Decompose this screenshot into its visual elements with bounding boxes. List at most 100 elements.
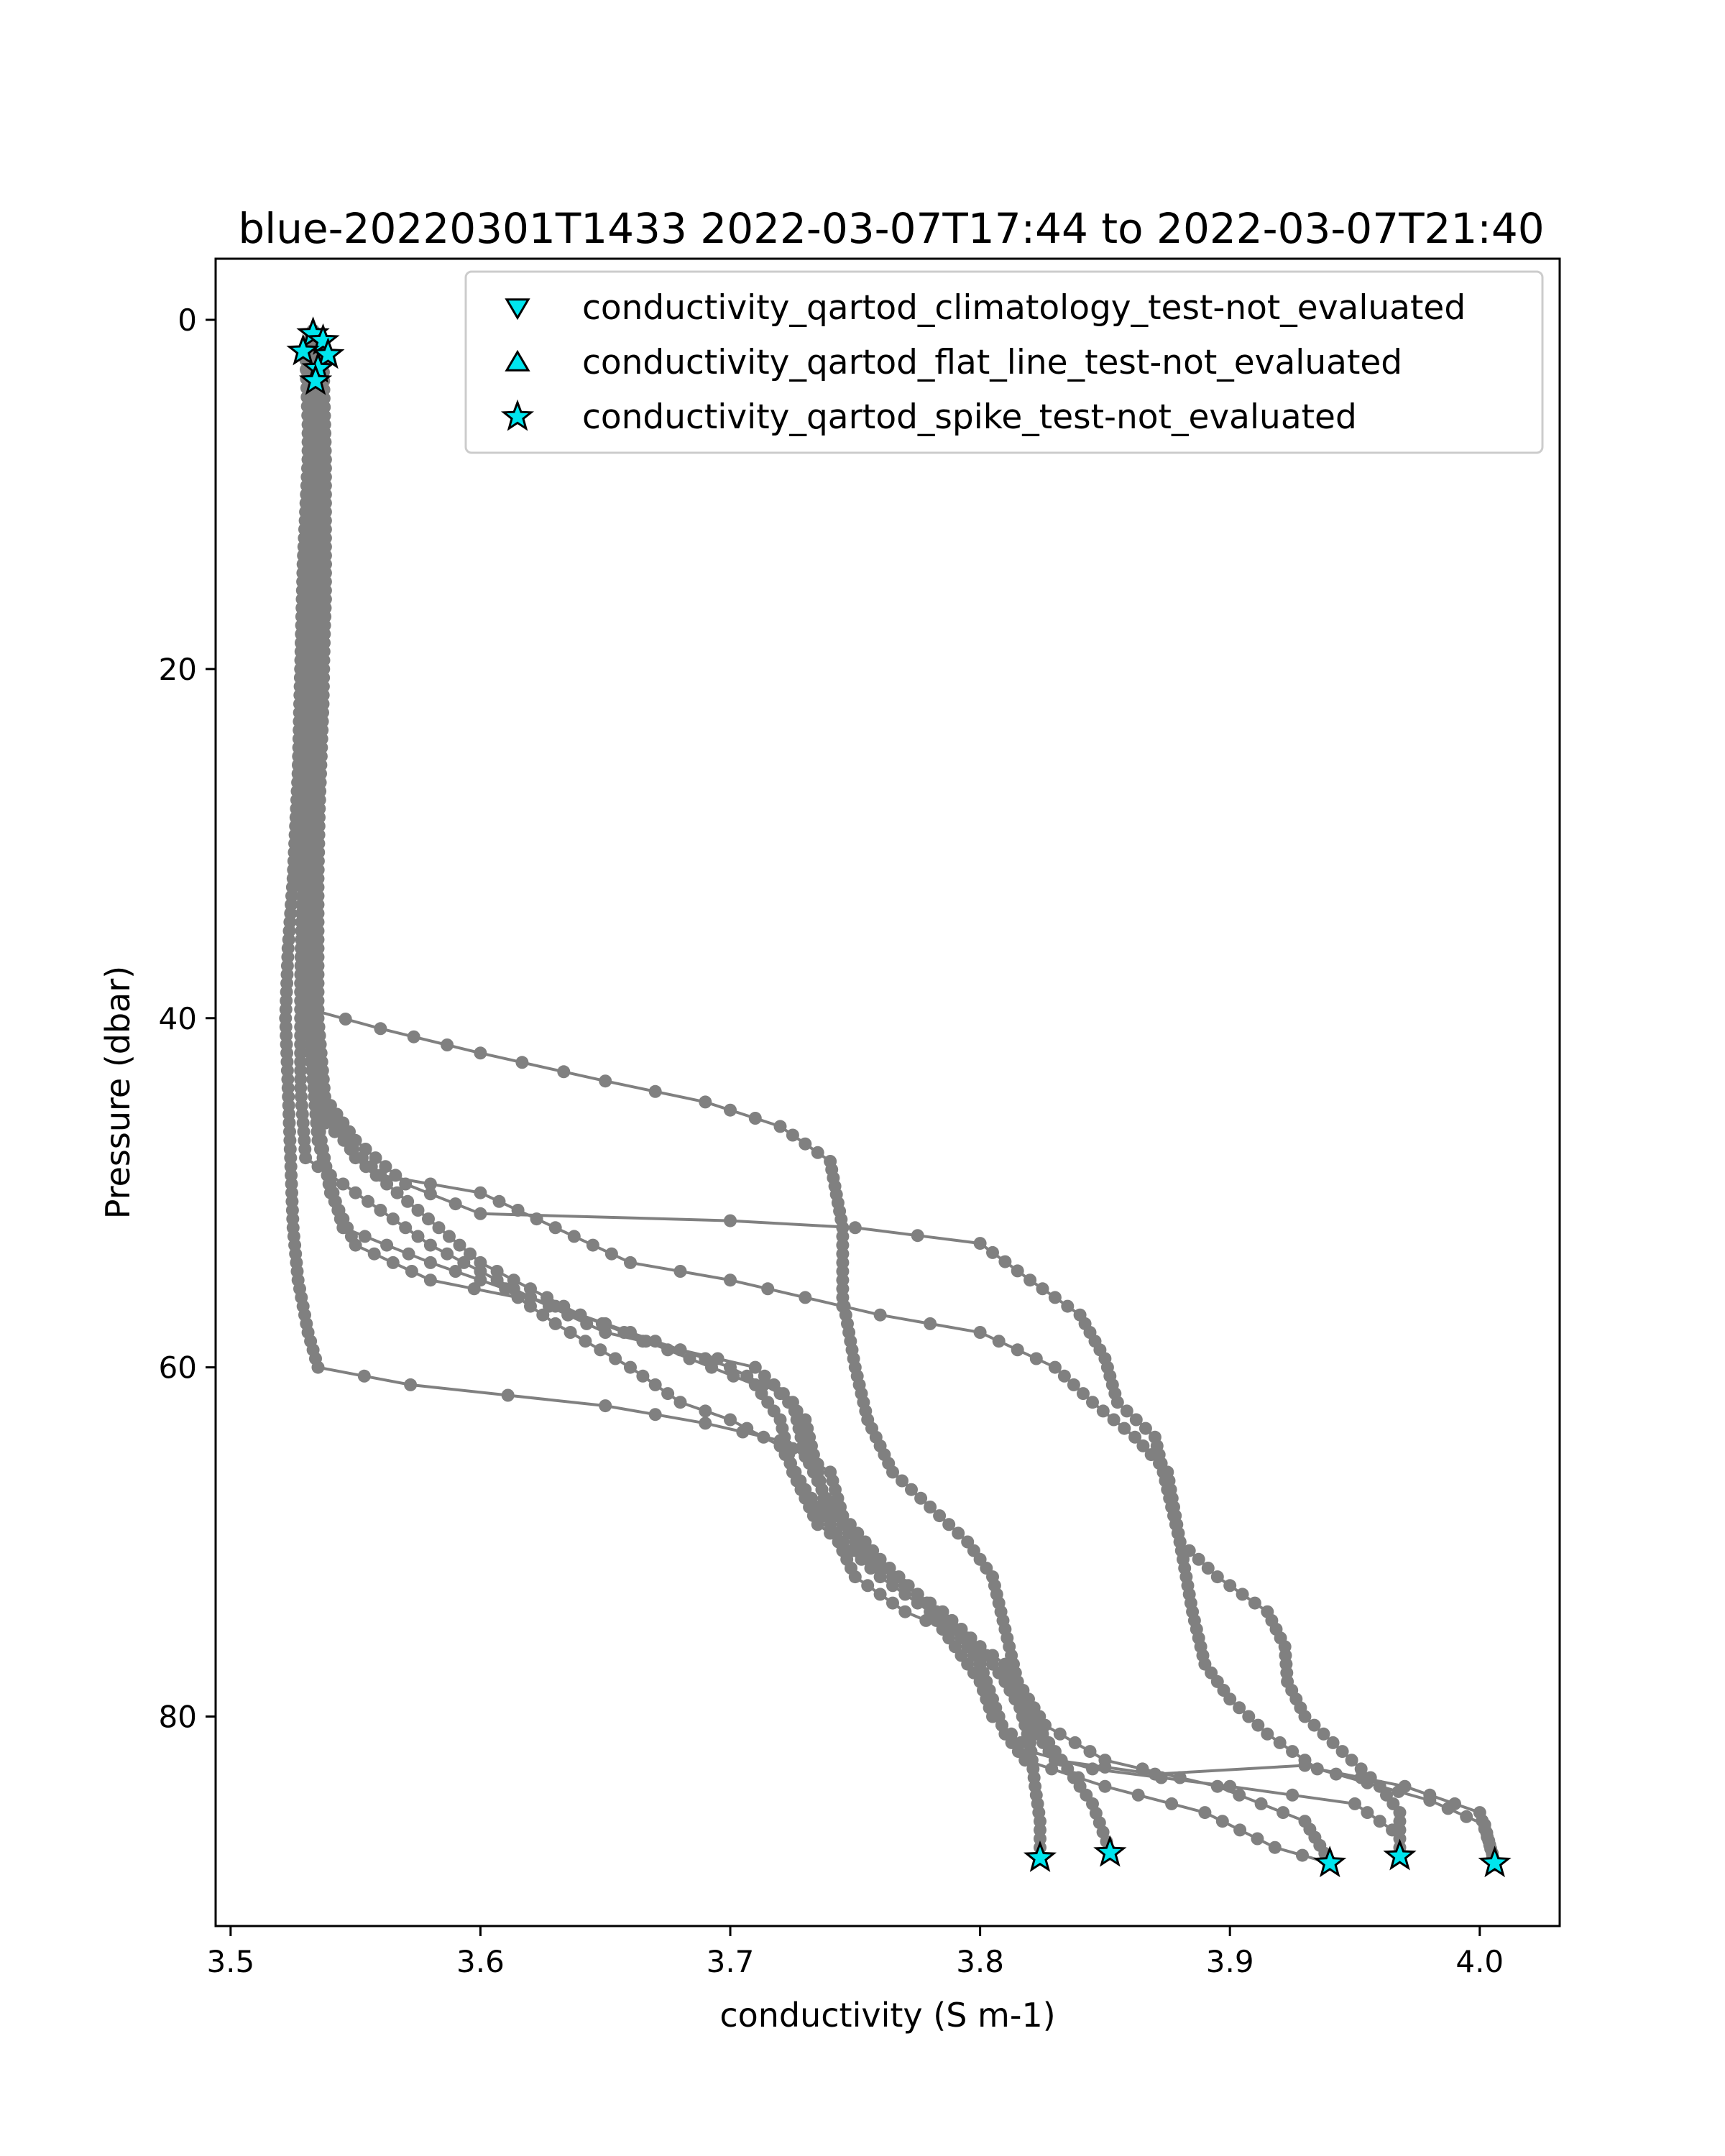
plot-area: [216, 259, 1560, 1926]
profile-point: [301, 409, 315, 422]
profile-point: [758, 1369, 771, 1383]
profile-point: [1248, 1596, 1261, 1610]
profile-point: [362, 1194, 374, 1208]
profile-point: [873, 1588, 887, 1601]
profile-point: [1120, 1404, 1133, 1418]
profile-point: [1276, 1806, 1290, 1820]
profile-point: [358, 1230, 372, 1243]
profile-point: [1273, 1736, 1287, 1749]
profile-point: [1251, 1832, 1264, 1846]
profile-point: [380, 1238, 394, 1252]
profile-point: [422, 1212, 435, 1226]
profile-point: [1298, 1759, 1312, 1772]
profile-point: [524, 1282, 537, 1296]
profile-point: [374, 1022, 387, 1036]
profile-point: [1233, 1701, 1246, 1715]
profile-point: [407, 1030, 420, 1044]
profile-point: [1144, 1448, 1158, 1462]
profile-point: [905, 1483, 918, 1496]
profile-point: [911, 1229, 924, 1243]
flag-star-marker: [1383, 1838, 1417, 1871]
profile-point: [761, 1282, 775, 1296]
profile-point: [973, 1237, 987, 1250]
profile-point: [1067, 1378, 1080, 1391]
profile-point: [1045, 1762, 1059, 1776]
profile-point: [423, 1187, 437, 1201]
profile-point: [1110, 1396, 1124, 1409]
profile-point: [524, 1299, 537, 1313]
profile-point: [404, 1378, 418, 1391]
y-axis-label: Pressure (dbar): [98, 966, 137, 1219]
profile-point: [1215, 1815, 1229, 1828]
profile-point: [864, 1562, 878, 1575]
y-tick-label: 20: [159, 652, 197, 687]
profile-point: [564, 1326, 577, 1339]
profile-point: [467, 1282, 481, 1296]
profile-point: [624, 1360, 637, 1374]
profile-point: [1386, 1797, 1400, 1810]
profile-point: [490, 1265, 504, 1278]
legend-label: conductivity_qartod_flat_line_test-not_e…: [582, 343, 1402, 382]
y-tick-label: 60: [159, 1350, 197, 1386]
profile-point: [952, 1526, 965, 1540]
profile-point: [986, 1710, 999, 1723]
profile-point: [507, 1273, 520, 1287]
profile-point: [1154, 1771, 1168, 1784]
profile-point: [474, 1046, 487, 1060]
profile-point: [748, 1112, 762, 1125]
profile-point: [776, 1387, 790, 1401]
profile-point: [336, 1177, 350, 1191]
profile-point: [1460, 1810, 1473, 1823]
profile-point: [727, 1369, 740, 1383]
profile-point: [1233, 1823, 1247, 1837]
profile-point: [349, 1238, 362, 1252]
profile-point: [1251, 1718, 1265, 1732]
profile-point: [998, 1255, 1012, 1268]
profile-point: [511, 1291, 525, 1304]
profile-point: [886, 1596, 899, 1610]
profile-point: [1096, 1404, 1110, 1418]
profile-point: [599, 1399, 612, 1413]
profile-point: [986, 1245, 999, 1259]
profile-point: [639, 1335, 653, 1348]
legend-label: conductivity_qartod_climatology_test-not…: [582, 288, 1466, 328]
profile-point: [1296, 1848, 1309, 1862]
profile-point: [799, 1291, 812, 1304]
profile-point: [1136, 1439, 1150, 1452]
profile-point: [1077, 1387, 1090, 1401]
profile-point: [501, 1388, 515, 1402]
profile-point: [648, 1378, 662, 1391]
profile-point: [474, 1256, 487, 1269]
profile-point: [1029, 1352, 1043, 1365]
profile-point: [1335, 1745, 1349, 1759]
profile-point: [349, 1186, 362, 1199]
profile-point: [386, 1256, 400, 1269]
profile-point: [474, 1207, 487, 1220]
y-axis: 0 20 40 60 80: [159, 303, 216, 1734]
profile-6: [294, 344, 1501, 1871]
profile-point: [845, 1544, 859, 1557]
profile-point: [1307, 1718, 1321, 1732]
profile-point: [1223, 1779, 1237, 1793]
profile-point: [848, 1221, 862, 1235]
flag-star-marker: [298, 363, 333, 395]
profile-point: [873, 1570, 887, 1584]
profile-point: [349, 1151, 362, 1165]
profile-point: [1326, 1736, 1340, 1749]
chart-title: blue-20220301T1433 2022-03-07T17:44 to 2…: [238, 204, 1544, 253]
x-tick-label: 3.6: [456, 1944, 505, 1979]
profile-point: [661, 1343, 675, 1357]
profile-point: [374, 1204, 387, 1217]
profile-point: [1373, 1815, 1386, 1828]
profile-point: [1165, 1797, 1179, 1810]
profile-point: [386, 1212, 400, 1226]
profile-point: [799, 1137, 812, 1151]
profile-point: [401, 1194, 415, 1208]
profile-point: [557, 1065, 571, 1079]
profile-point: [443, 1230, 456, 1243]
profile-8: [306, 356, 1399, 1837]
profile-point: [574, 1308, 587, 1322]
profile-point: [836, 1299, 850, 1313]
profile-point: [699, 1095, 712, 1109]
profile-point: [748, 1360, 762, 1374]
